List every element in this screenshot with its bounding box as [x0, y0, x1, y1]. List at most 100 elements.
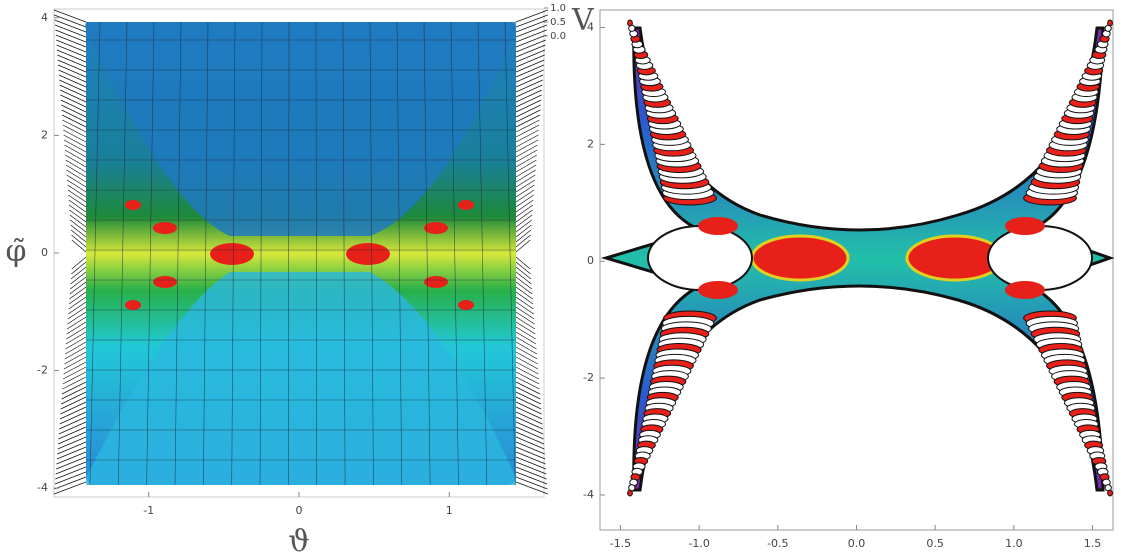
contour-hole [987, 225, 1093, 291]
spike [59, 89, 87, 103]
y-axis-title: φ̃ [5, 234, 26, 269]
spike [515, 421, 544, 435]
x-tick-label: 0 [296, 504, 303, 517]
spike [71, 261, 87, 275]
spike [515, 9, 549, 23]
spike [65, 336, 87, 350]
spike [515, 346, 538, 360]
spike [515, 391, 541, 405]
spike [515, 266, 532, 280]
spike [70, 229, 87, 243]
spike [515, 321, 536, 335]
spike [515, 416, 543, 430]
y-tick-label: -4 [583, 488, 594, 501]
spike [54, 14, 87, 28]
spike [515, 381, 541, 395]
mesh-line [396, 21, 403, 486]
spike [515, 336, 537, 350]
spike [56, 451, 87, 465]
spike [62, 371, 87, 385]
spike [515, 179, 536, 193]
surface-mesh [86, 21, 516, 486]
spike [70, 219, 87, 233]
spike [515, 331, 537, 345]
spike [515, 371, 540, 385]
spike [57, 431, 87, 445]
spike [59, 79, 87, 93]
spike [69, 214, 87, 228]
spike [515, 139, 539, 153]
spike [515, 219, 532, 233]
spike [515, 411, 543, 425]
spike [70, 266, 87, 280]
contour-hole [647, 225, 753, 291]
spike [54, 24, 87, 38]
spike [515, 84, 543, 98]
spike [515, 224, 532, 238]
spike [61, 391, 87, 405]
spike [61, 386, 87, 400]
spike [65, 159, 87, 173]
spike [515, 296, 534, 310]
surface-peaks [125, 200, 474, 310]
mesh-line [369, 21, 374, 486]
spike [515, 79, 543, 93]
spike [515, 119, 540, 133]
spike [515, 14, 548, 28]
spike [62, 119, 87, 133]
spike [60, 99, 87, 113]
y-tick-label: 0 [587, 254, 594, 267]
spike [515, 276, 533, 290]
spike [515, 89, 543, 103]
spike [67, 189, 87, 203]
spike [515, 436, 545, 450]
spike [515, 356, 539, 370]
mesh-line [423, 21, 431, 486]
contour-plot [599, 9, 1115, 531]
spike [54, 481, 87, 495]
spike [63, 361, 87, 375]
spike [60, 401, 87, 415]
mesh-line [146, 21, 155, 486]
spike [515, 311, 535, 325]
spike [71, 256, 87, 270]
spike [515, 286, 533, 300]
spike [515, 351, 538, 365]
spike [59, 416, 87, 430]
spike [58, 426, 87, 440]
spike [515, 466, 547, 480]
spike [63, 356, 87, 370]
spike [515, 326, 536, 340]
spike [71, 239, 87, 253]
spike [68, 199, 87, 213]
spike [66, 174, 87, 188]
spike [62, 124, 87, 138]
mesh-line [203, 21, 209, 486]
spike [54, 476, 87, 490]
spike [515, 209, 533, 223]
spike [57, 59, 87, 73]
spike [56, 49, 87, 63]
surface-shade [86, 272, 516, 485]
mesh-line [504, 21, 516, 486]
spike [515, 481, 548, 495]
spike [62, 376, 87, 390]
spike [55, 456, 87, 470]
mesh-line [477, 21, 488, 486]
spike [515, 291, 534, 305]
x-tick-label: 1.0 [1005, 537, 1023, 550]
spike [54, 471, 87, 485]
spike [68, 301, 87, 315]
spike [59, 406, 87, 420]
spike [515, 134, 539, 148]
x-tick-label: -0.5 [767, 537, 788, 550]
spike [69, 209, 87, 223]
spike [57, 441, 87, 455]
spike [515, 426, 544, 440]
spike [67, 184, 87, 198]
spike [64, 149, 87, 163]
mesh-line [118, 21, 128, 486]
spike [515, 431, 545, 445]
spike [515, 109, 541, 123]
contour-hole [627, 489, 633, 497]
